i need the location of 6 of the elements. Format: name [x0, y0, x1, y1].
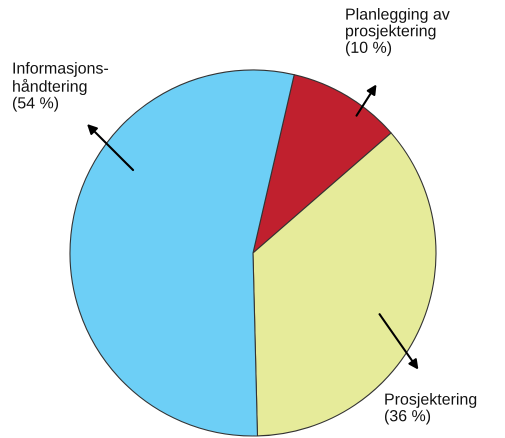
data-label: (36 %) — [384, 410, 430, 425]
slice-label: Prosjektering — [385, 393, 476, 408]
slice-label: Planlegging av prosjektering — [346, 8, 450, 40]
slice-label: Informasjons- håndtering — [13, 62, 108, 96]
data-label: (10 %) — [346, 41, 392, 56]
data-label: (54 %) — [12, 96, 58, 112]
